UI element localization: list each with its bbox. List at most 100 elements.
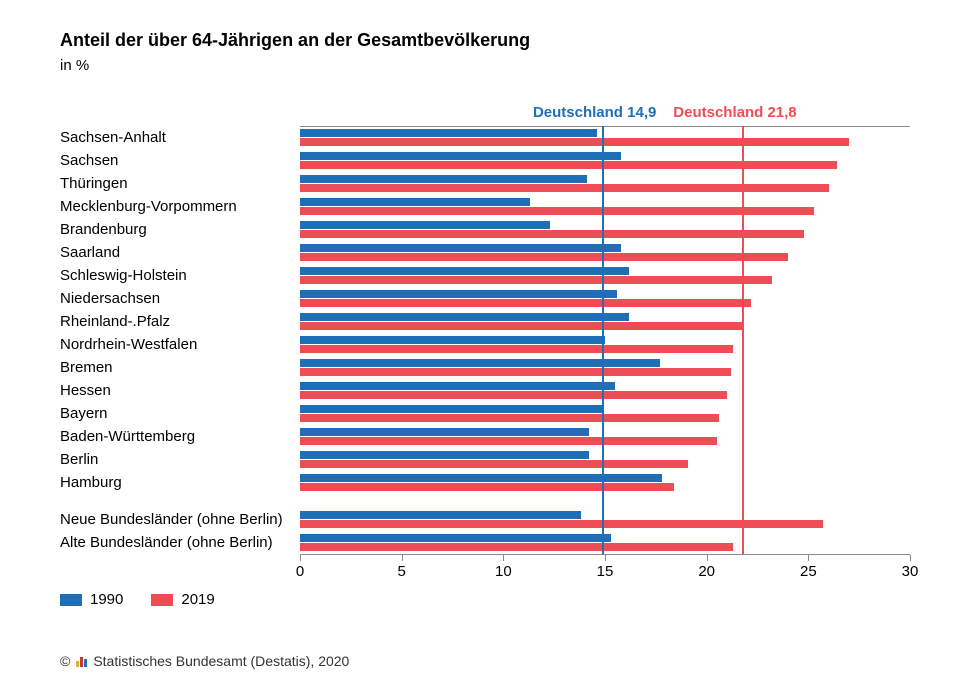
copyright-symbol: © [60, 653, 70, 669]
bar-v1990 [300, 336, 605, 344]
category-label: Sachsen-Anhalt [60, 129, 300, 146]
category-label: Schleswig-Holstein [60, 267, 300, 284]
legend-label: 2019 [181, 591, 214, 608]
category-label: Rheinland-.Pfalz [60, 313, 300, 330]
bars-cell [300, 402, 910, 425]
bar-v1990 [300, 152, 621, 160]
x-tick-label: 25 [800, 563, 817, 580]
group-gap [60, 494, 920, 508]
category-label: Sachsen [60, 152, 300, 169]
bar-v2019 [300, 460, 688, 468]
bar-v2019 [300, 138, 849, 146]
bar-v2019 [300, 543, 733, 551]
legend-swatch [151, 594, 173, 606]
x-tick [808, 555, 809, 561]
bar-v2019 [300, 437, 717, 445]
category-label: Baden-Württemberg [60, 428, 300, 445]
chart-row: Niedersachsen [60, 287, 920, 310]
legend-item: 2019 [151, 591, 214, 608]
bar-v1990 [300, 451, 589, 459]
legend-swatch [60, 594, 82, 606]
bar-v1990 [300, 359, 660, 367]
chart-row: Baden-Württemberg [60, 425, 920, 448]
bar-v1990 [300, 428, 589, 436]
bar-v2019 [300, 391, 727, 399]
bars-cell [300, 310, 910, 333]
x-tick [605, 555, 606, 561]
chart-subtitle: in % [60, 57, 920, 74]
x-tick [910, 555, 911, 561]
bar-v2019 [300, 299, 751, 307]
bar-v1990 [300, 290, 617, 298]
chart-row: Sachsen [60, 149, 920, 172]
bar-v2019 [300, 207, 814, 215]
chart-row: Berlin [60, 448, 920, 471]
reference-label: Deutschland 14,9 [533, 104, 656, 121]
bar-v2019 [300, 483, 674, 491]
chart-row: Schleswig-Holstein [60, 264, 920, 287]
reference-labels-row: Deutschland 14,9 Deutschland 21,8 [60, 104, 920, 126]
category-label: Alte Bundesländer (ohne Berlin) [60, 534, 300, 551]
bars-cell [300, 241, 910, 264]
destatis-logo-icon [76, 655, 87, 667]
bar-v2019 [300, 345, 733, 353]
legend-item: 1990 [60, 591, 123, 608]
chart-row: Alte Bundesländer (ohne Berlin) [60, 531, 920, 554]
bars-cell [300, 379, 910, 402]
bar-v2019 [300, 184, 829, 192]
bar-v1990 [300, 511, 581, 519]
chart-row: Brandenburg [60, 218, 920, 241]
bar-v2019 [300, 230, 804, 238]
bar-v1990 [300, 474, 662, 482]
chart-row: Saarland [60, 241, 920, 264]
source-text: Statistisches Bundesamt (Destatis), 2020 [93, 653, 349, 669]
x-tick [300, 555, 301, 561]
bars-cell [300, 448, 910, 471]
chart-row: Rheinland-.Pfalz [60, 310, 920, 333]
chart-page: Anteil der über 64-Jährigen an der Gesam… [0, 0, 960, 687]
chart-row: Hessen [60, 379, 920, 402]
category-label: Nordrhein-Westfalen [60, 336, 300, 353]
bars-cell [300, 126, 910, 149]
x-tick-label: 15 [597, 563, 614, 580]
bars-cell [300, 264, 910, 287]
chart-title: Anteil der über 64-Jährigen an der Gesam… [60, 30, 920, 51]
bar-v1990 [300, 198, 530, 206]
category-label: Niedersachsen [60, 290, 300, 307]
chart-row: Bayern [60, 402, 920, 425]
chart-row: Nordrhein-Westfalen [60, 333, 920, 356]
x-tick-label: 0 [296, 563, 304, 580]
category-label: Hamburg [60, 474, 300, 491]
chart-row: Neue Bundesländer (ohne Berlin) [60, 508, 920, 531]
x-tick [707, 555, 708, 561]
bar-v1990 [300, 405, 603, 413]
category-label: Mecklenburg-Vorpommern [60, 198, 300, 215]
x-tick [503, 555, 504, 561]
bars-cell [300, 425, 910, 448]
chart-row: Bremen [60, 356, 920, 379]
reference-label: Deutschland 21,8 [673, 104, 796, 121]
bar-v2019 [300, 414, 719, 422]
bars-cell [300, 531, 910, 554]
bar-v1990 [300, 382, 615, 390]
category-label: Thüringen [60, 175, 300, 192]
x-tick-label: 30 [902, 563, 919, 580]
x-tick-label: 5 [397, 563, 405, 580]
bar-v1990 [300, 267, 629, 275]
chart-rows: Sachsen-Anhalt Sachsen Thüringen Mecklenbur… [60, 126, 920, 554]
category-label: Bremen [60, 359, 300, 376]
bar-v2019 [300, 322, 743, 330]
bar-v1990 [300, 313, 629, 321]
bars-cell [300, 172, 910, 195]
chart-row: Hamburg [60, 471, 920, 494]
chart-row: Mecklenburg-Vorpommern [60, 195, 920, 218]
bar-v1990 [300, 221, 550, 229]
x-tick-label: 20 [698, 563, 715, 580]
legend: 1990 2019 [60, 591, 920, 608]
category-label: Saarland [60, 244, 300, 261]
x-tick [402, 555, 403, 561]
category-label: Hessen [60, 382, 300, 399]
chart-row: Sachsen-Anhalt [60, 126, 920, 149]
bars-cell [300, 508, 910, 531]
x-axis: 051015202530 [300, 554, 910, 583]
